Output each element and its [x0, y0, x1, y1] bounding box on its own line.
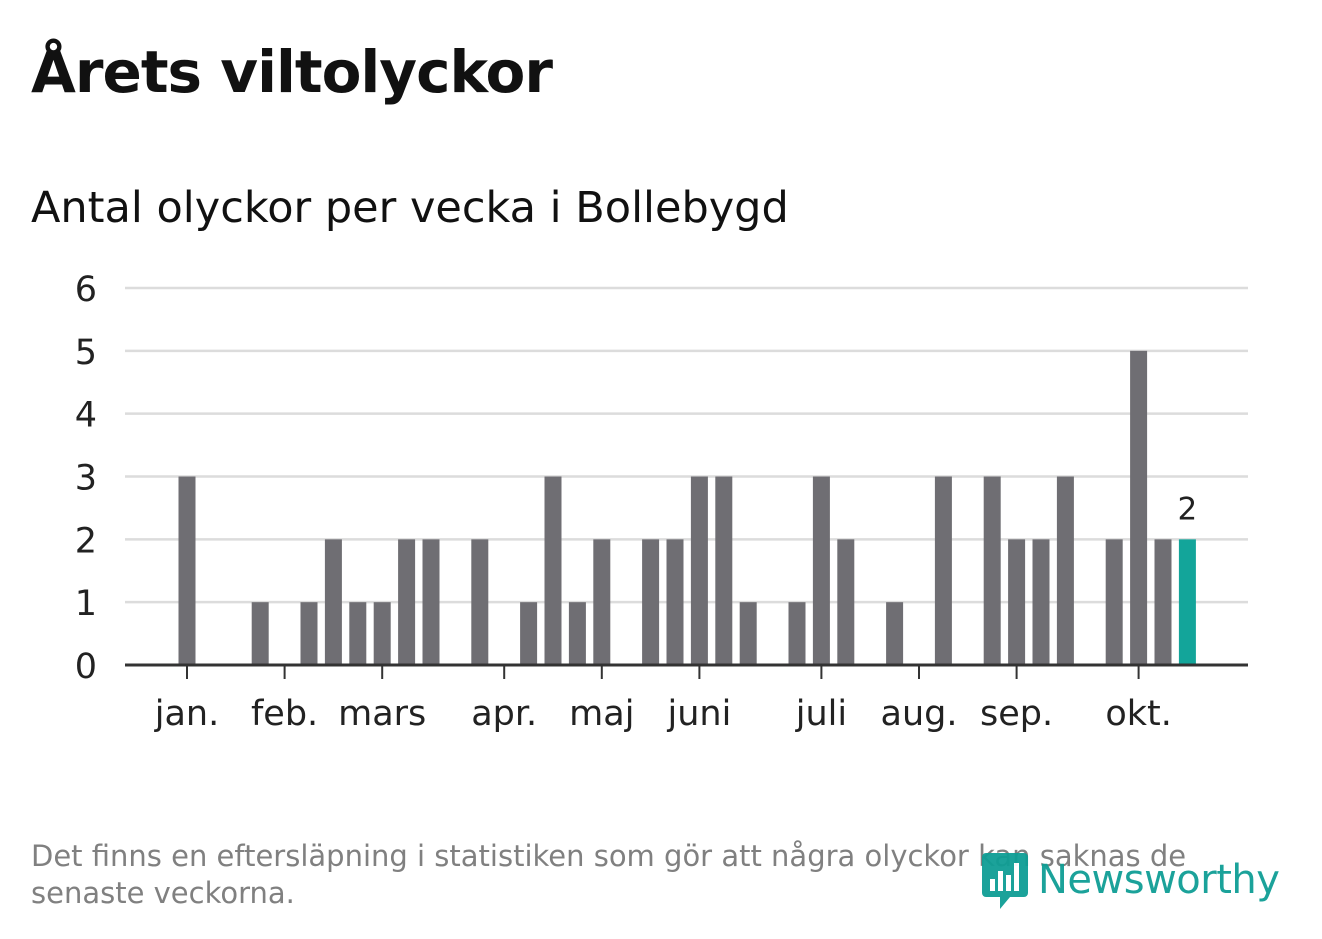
bar-week-6 [300, 602, 318, 665]
bar-week-7 [324, 539, 342, 665]
y-tick-label-0: 0 [75, 647, 97, 687]
y-tick-label-6: 6 [75, 270, 97, 310]
x-tick-label-sep: sep. [980, 694, 1053, 734]
x-tick-label-juli: juli [795, 694, 847, 734]
bar-week-16 [544, 476, 562, 665]
bar-week-30 [886, 602, 904, 665]
y-tick-label-1: 1 [75, 584, 97, 624]
x-tick-label-feb: feb. [251, 694, 318, 734]
bar-week-37 [1056, 476, 1074, 665]
newsworthy-logo: Newsworthy [980, 848, 1280, 912]
bar-chart: 0 1 2 3 4 5 6 jan. feb. mars apr. maj juni juli aug. s… [75, 270, 1248, 734]
bar-week-1 [178, 476, 196, 665]
y-tick-label-5: 5 [75, 333, 97, 373]
x-tick-label-apr: apr. [471, 694, 537, 734]
y-tick-label-3: 3 [75, 459, 97, 499]
bar-week-26 [788, 602, 806, 665]
data-labels: 2 [1178, 491, 1198, 527]
bar-week-35 [1008, 539, 1026, 665]
x-tick-label-aug: aug. [881, 694, 958, 734]
bar-week-21 [666, 539, 684, 665]
bar-week-4 [251, 602, 269, 665]
data-label-highlight: 2 [1178, 491, 1198, 527]
bar-week-27 [812, 476, 830, 665]
x-tick-label-mars: mars [338, 694, 426, 734]
x-tick-label-juni: juni [666, 694, 731, 734]
bar-week-41 [1154, 539, 1172, 665]
bar-week-20 [642, 539, 660, 665]
bar-week-28 [837, 539, 855, 665]
bar-week-9 [373, 602, 391, 665]
y-tick-label-4: 4 [75, 396, 97, 436]
bar-week-17 [568, 602, 586, 665]
bar-highlight [1178, 539, 1196, 665]
logo-text: Newsworthy [1038, 857, 1280, 903]
bar-week-8 [349, 602, 367, 665]
bars [178, 350, 1196, 665]
bar-week-36 [1032, 539, 1050, 665]
bar-week-32 [934, 476, 952, 665]
x-axis-ticks: jan. feb. mars apr. maj juni juli aug. sep. okt. [154, 665, 1172, 734]
bar-week-18 [593, 539, 611, 665]
y-tick-label-2: 2 [75, 521, 97, 561]
grid-lines [125, 286, 1248, 604]
bar-week-24 [739, 602, 757, 665]
bar-week-11 [422, 539, 440, 665]
chart-subtitle: Antal olyckor per vecka i Bollebygd [31, 183, 789, 233]
logo-icon [982, 853, 1028, 909]
bar-week-23 [715, 476, 733, 665]
x-tick-label-jan: jan. [154, 694, 219, 734]
y-axis-ticks: 0 1 2 3 4 5 6 [75, 270, 97, 687]
x-tick-label-okt: okt. [1105, 694, 1172, 734]
bar-week-10 [398, 539, 416, 665]
chart-title: Årets viltolyckor [31, 38, 553, 106]
bar-week-39 [1105, 539, 1123, 665]
x-tick-label-maj: maj [569, 694, 634, 734]
bar-week-22 [690, 476, 708, 665]
bar-week-13 [471, 539, 489, 665]
bar-week-40 [1130, 350, 1148, 665]
bar-week-34 [983, 476, 1001, 665]
bar-week-15 [520, 602, 538, 665]
